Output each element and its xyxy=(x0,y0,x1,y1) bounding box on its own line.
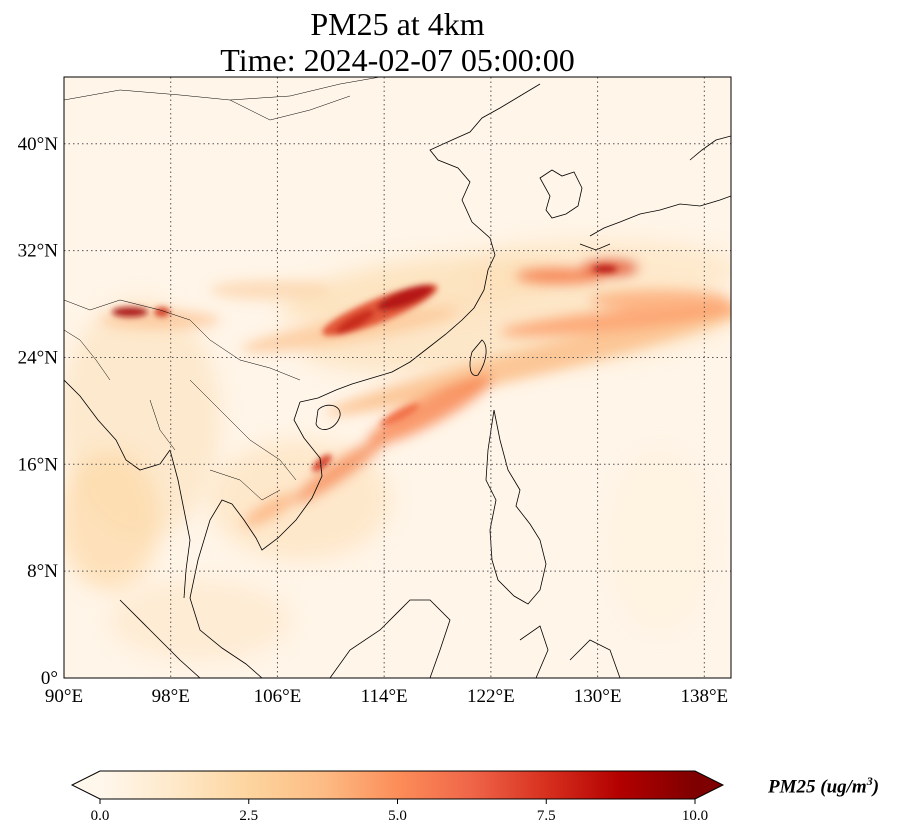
lat-tick-label: 40°N xyxy=(18,134,59,155)
colorbar-title: PM25 (ug/m3) xyxy=(768,774,879,798)
longitude-labels: 90°E 98°E 106°E 114°E 122°E 130°E 138°E xyxy=(45,686,728,707)
plume-cores xyxy=(112,265,617,472)
colorbar-tick-label: 5.0 xyxy=(388,808,407,824)
lon-tick-label: 90°E xyxy=(45,686,83,707)
latitude-labels: 0° 8°N 16°N 24°N 32°N 40°N xyxy=(18,134,59,689)
colorbar-title-text: PM25 (ug/m xyxy=(768,776,867,798)
map-title-line-1: PM25 at 4km xyxy=(310,6,485,42)
colorbar-tick-label: 7.5 xyxy=(537,808,556,824)
lon-tick-label: 98°E xyxy=(152,686,190,707)
colorbar-tick-label: 0.0 xyxy=(91,808,110,824)
lat-tick-label: 32°N xyxy=(18,241,59,262)
map-frame xyxy=(63,76,732,679)
map-title-line-2: Time: 2024-02-07 05:00:00 xyxy=(220,42,575,78)
lon-tick-label: 106°E xyxy=(254,686,302,707)
lat-tick-label: 0° xyxy=(41,668,58,689)
lat-tick-label: 8°N xyxy=(27,561,58,582)
colorbar-tick-label: 10.0 xyxy=(682,808,708,824)
pm25-field xyxy=(64,77,731,678)
lon-tick-label: 122°E xyxy=(467,686,515,707)
lon-tick-label: 114°E xyxy=(361,686,408,707)
colorbar-max-extension xyxy=(695,771,723,799)
coastlines xyxy=(64,83,731,678)
country-borders xyxy=(64,77,381,501)
lat-tick-label: 16°N xyxy=(18,454,59,475)
colorbar-ticks: 0.0 2.5 5.0 7.5 10.0 xyxy=(91,799,708,824)
lon-tick-label: 130°E xyxy=(574,686,622,707)
colorbar-tick-label: 2.5 xyxy=(239,808,258,824)
colorbar: 0.0 2.5 5.0 7.5 10.0 xyxy=(70,770,725,824)
colorbar-title-exponent: 3 xyxy=(866,774,873,788)
gridlines xyxy=(64,77,731,678)
colorbar-fill xyxy=(72,771,723,799)
colorbar-title-close: ) xyxy=(872,776,880,798)
lat-tick-label: 24°N xyxy=(18,347,59,368)
colorbar-min-extension xyxy=(72,771,100,799)
lon-tick-label: 138°E xyxy=(680,686,728,707)
